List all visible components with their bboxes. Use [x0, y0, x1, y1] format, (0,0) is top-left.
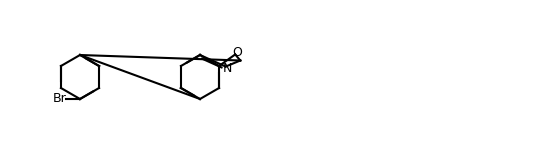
Text: O: O — [232, 46, 242, 59]
Text: N: N — [223, 62, 232, 75]
Text: Br: Br — [52, 93, 66, 105]
